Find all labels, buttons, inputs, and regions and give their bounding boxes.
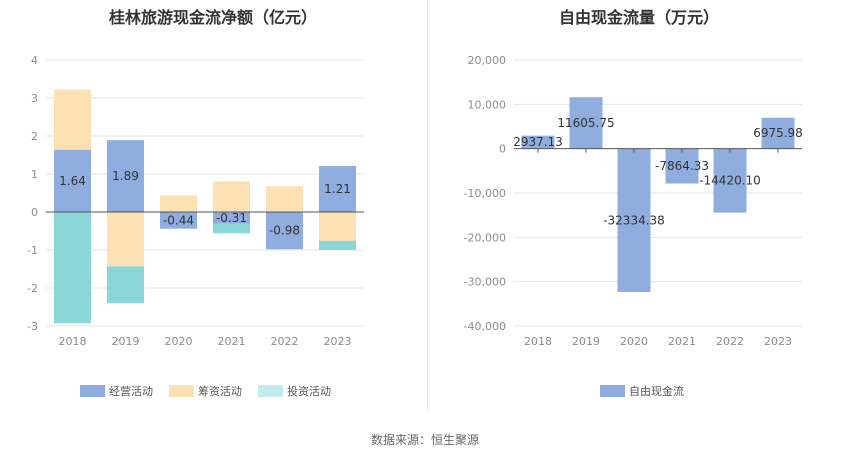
y-tick-label: -3 xyxy=(27,320,38,333)
legend-swatch xyxy=(169,385,194,397)
x-tick-label: 2023 xyxy=(764,335,792,348)
bar-operating-2020 xyxy=(160,212,197,229)
y-tick-label: 0 xyxy=(499,143,506,156)
bar-financing-2019 xyxy=(107,212,144,267)
bar-operating-2021 xyxy=(213,212,250,224)
bar-financing-2018 xyxy=(54,89,91,150)
y-tick-label: -1 xyxy=(27,244,38,257)
bar-fcf-2021 xyxy=(665,148,699,184)
bar-operating-2018 xyxy=(54,149,91,212)
bar-fcf-2022 xyxy=(713,148,747,213)
y-tick-label: 10,000 xyxy=(468,98,507,111)
bar-financing-2023 xyxy=(319,212,356,241)
data-label-fcf: -32334.38 xyxy=(603,213,665,227)
data-label-fcf: -7864.33 xyxy=(655,159,709,173)
x-tick-label: 2019 xyxy=(572,335,600,348)
y-tick-label: 3 xyxy=(31,92,38,105)
left-chart-title: 桂林旅游现金流净额（亿元） xyxy=(108,8,317,27)
bar-investing-2021 xyxy=(213,223,250,234)
bar-financing-2022 xyxy=(266,186,303,212)
legend-label: 筹资活动 xyxy=(198,384,242,398)
legend-swatch xyxy=(80,385,105,397)
x-tick-label: 2020 xyxy=(620,335,648,348)
legend-swatch xyxy=(600,385,625,397)
legend-label: 投资活动 xyxy=(287,384,331,398)
x-tick-label: 2020 xyxy=(165,335,193,348)
bar-investing-2018 xyxy=(54,212,91,324)
right-chart-title: 自由现金流量（万元） xyxy=(558,8,719,27)
data-label-operating: -0.31 xyxy=(216,211,247,225)
y-tick-label: 2 xyxy=(31,130,38,143)
x-tick-label: 2023 xyxy=(324,335,352,348)
legend-label: 经营活动 xyxy=(109,384,153,398)
y-tick-label: -2 xyxy=(27,282,38,295)
x-tick-label: 2018 xyxy=(59,335,87,348)
data-source: 数据来源：恒生聚源 xyxy=(370,433,479,447)
legend-swatch xyxy=(258,385,283,397)
bar-operating-2022 xyxy=(266,212,303,250)
y-tick-label: 20,000 xyxy=(468,54,507,67)
data-label-fcf: -14420.10 xyxy=(699,174,761,188)
x-tick-label: 2021 xyxy=(218,335,246,348)
bar-investing-2023 xyxy=(319,240,356,250)
y-tick-label: -10,000 xyxy=(464,187,506,200)
data-label-operating: 1.21 xyxy=(324,182,351,196)
y-tick-label: 1 xyxy=(31,168,38,181)
y-tick-label: -40,000 xyxy=(464,320,506,333)
x-tick-label: 2021 xyxy=(668,335,696,348)
data-label-operating: -0.44 xyxy=(163,213,194,227)
data-label-operating: -0.98 xyxy=(269,224,300,238)
bar-fcf-2018 xyxy=(521,135,555,149)
x-tick-label: 2022 xyxy=(716,335,744,348)
bar-investing-2019 xyxy=(107,266,144,304)
y-tick-label: -20,000 xyxy=(464,231,506,244)
data-label-fcf: 11605.75 xyxy=(557,116,614,130)
data-label-fcf: 6975.98 xyxy=(753,126,803,140)
y-tick-label: -30,000 xyxy=(464,276,506,289)
bar-operating-2019 xyxy=(107,140,144,212)
x-tick-label: 2018 xyxy=(524,335,552,348)
y-tick-label: 4 xyxy=(31,54,38,67)
y-tick-label: 0 xyxy=(31,206,38,219)
bar-financing-2021 xyxy=(213,181,250,212)
bar-fcf-2023 xyxy=(761,117,795,149)
x-tick-label: 2019 xyxy=(112,335,140,348)
bar-fcf-2020 xyxy=(617,148,651,293)
x-tick-label: 2022 xyxy=(271,335,299,348)
data-label-operating: 1.89 xyxy=(112,169,139,183)
legend-label: 自由现金流 xyxy=(629,384,684,398)
bar-operating-2023 xyxy=(319,166,356,212)
data-label-operating: 1.64 xyxy=(59,174,86,188)
bar-fcf-2019 xyxy=(569,97,603,149)
chart-divider xyxy=(427,0,428,410)
data-label-fcf: 2937.13 xyxy=(513,135,563,149)
bar-financing-2020 xyxy=(160,195,197,212)
